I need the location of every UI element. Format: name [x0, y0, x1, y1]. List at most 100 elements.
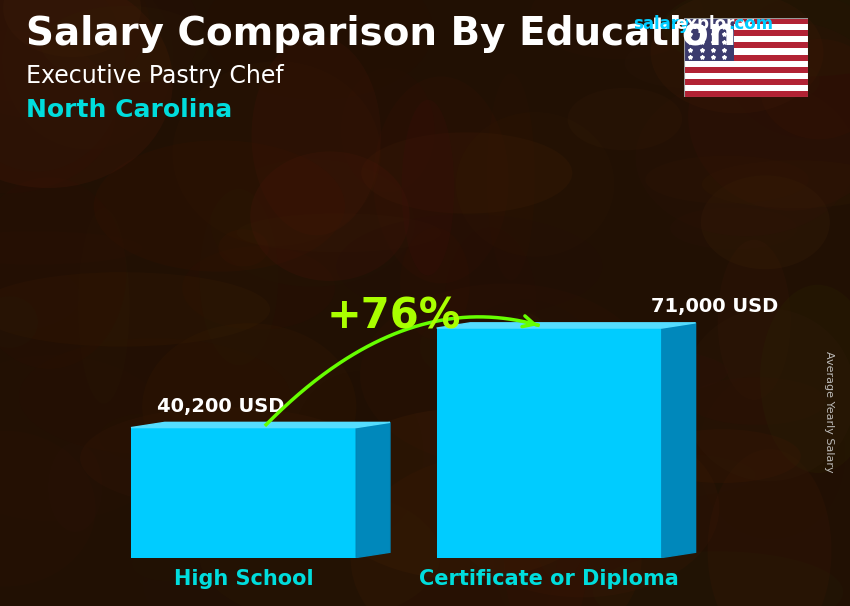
Ellipse shape: [0, 430, 95, 587]
Text: 71,000 USD: 71,000 USD: [650, 298, 778, 316]
Ellipse shape: [682, 308, 850, 481]
Ellipse shape: [625, 38, 748, 88]
Ellipse shape: [530, 434, 590, 581]
Ellipse shape: [360, 284, 650, 467]
Ellipse shape: [507, 434, 570, 487]
Ellipse shape: [94, 141, 345, 271]
Ellipse shape: [560, 461, 638, 493]
Text: 40,200 USD: 40,200 USD: [157, 397, 285, 416]
Ellipse shape: [645, 156, 809, 204]
Ellipse shape: [670, 207, 797, 249]
Ellipse shape: [701, 176, 830, 269]
Ellipse shape: [133, 547, 201, 581]
Ellipse shape: [200, 490, 440, 606]
Ellipse shape: [41, 6, 209, 83]
Bar: [684, 67, 807, 73]
Ellipse shape: [3, 0, 141, 57]
Ellipse shape: [456, 112, 615, 256]
Text: salary: salary: [633, 15, 690, 33]
Ellipse shape: [143, 523, 341, 606]
Ellipse shape: [78, 208, 129, 404]
Ellipse shape: [0, 0, 150, 101]
Ellipse shape: [717, 240, 790, 400]
Ellipse shape: [445, 418, 719, 598]
Ellipse shape: [204, 0, 433, 99]
Ellipse shape: [643, 429, 801, 483]
Ellipse shape: [290, 372, 423, 540]
Ellipse shape: [728, 0, 850, 138]
Text: +76%: +76%: [326, 295, 462, 337]
Ellipse shape: [0, 30, 116, 193]
Ellipse shape: [373, 76, 508, 284]
Text: North Carolina: North Carolina: [26, 98, 232, 122]
Ellipse shape: [554, 452, 755, 498]
Ellipse shape: [766, 64, 820, 99]
Ellipse shape: [446, 344, 728, 399]
Ellipse shape: [99, 414, 187, 461]
Ellipse shape: [0, 355, 176, 521]
Ellipse shape: [361, 132, 572, 213]
Bar: [684, 18, 807, 24]
Ellipse shape: [0, 177, 127, 369]
Ellipse shape: [445, 299, 606, 465]
Ellipse shape: [218, 230, 269, 267]
Bar: [131, 428, 356, 558]
Ellipse shape: [688, 378, 825, 425]
Ellipse shape: [530, 0, 705, 59]
Ellipse shape: [19, 338, 290, 454]
Bar: [684, 61, 807, 67]
Ellipse shape: [0, 0, 125, 171]
Bar: [684, 24, 807, 30]
Ellipse shape: [0, 261, 81, 332]
Bar: [684, 30, 807, 36]
Bar: [684, 55, 807, 61]
Ellipse shape: [487, 73, 535, 280]
Ellipse shape: [402, 100, 454, 276]
Ellipse shape: [142, 323, 356, 490]
Ellipse shape: [182, 247, 335, 330]
Ellipse shape: [593, 551, 843, 606]
Ellipse shape: [0, 272, 270, 347]
Text: Salary Comparison By Education: Salary Comparison By Education: [26, 15, 736, 53]
Ellipse shape: [350, 454, 642, 606]
Ellipse shape: [698, 371, 845, 539]
Ellipse shape: [636, 78, 850, 236]
Ellipse shape: [0, 0, 173, 188]
Ellipse shape: [661, 0, 850, 77]
Ellipse shape: [504, 458, 587, 606]
Bar: [684, 48, 807, 55]
Ellipse shape: [173, 61, 381, 246]
Ellipse shape: [200, 189, 278, 365]
Ellipse shape: [445, 227, 536, 388]
Ellipse shape: [420, 322, 469, 372]
Ellipse shape: [702, 160, 850, 208]
Ellipse shape: [48, 442, 102, 532]
Ellipse shape: [336, 215, 602, 318]
Bar: [684, 36, 807, 42]
Bar: [684, 42, 807, 48]
Ellipse shape: [760, 285, 850, 473]
Ellipse shape: [236, 213, 441, 252]
Ellipse shape: [211, 159, 415, 287]
Ellipse shape: [0, 0, 200, 119]
Ellipse shape: [2, 0, 173, 149]
Ellipse shape: [341, 68, 434, 192]
Text: Executive Pastry Chef: Executive Pastry Chef: [26, 64, 283, 88]
Ellipse shape: [400, 228, 470, 339]
Polygon shape: [131, 422, 390, 428]
Ellipse shape: [707, 449, 831, 606]
Polygon shape: [662, 323, 695, 558]
Bar: [684, 79, 807, 85]
Ellipse shape: [650, 0, 824, 113]
Ellipse shape: [0, 296, 38, 348]
Polygon shape: [356, 422, 390, 558]
Ellipse shape: [0, 231, 142, 265]
Ellipse shape: [320, 408, 609, 579]
Ellipse shape: [494, 466, 558, 606]
Text: Average Yearly Salary: Average Yearly Salary: [824, 351, 834, 473]
Bar: [684, 91, 807, 97]
Ellipse shape: [250, 152, 410, 281]
Ellipse shape: [490, 313, 561, 465]
Text: explorer: explorer: [676, 15, 755, 33]
Ellipse shape: [688, 22, 850, 211]
